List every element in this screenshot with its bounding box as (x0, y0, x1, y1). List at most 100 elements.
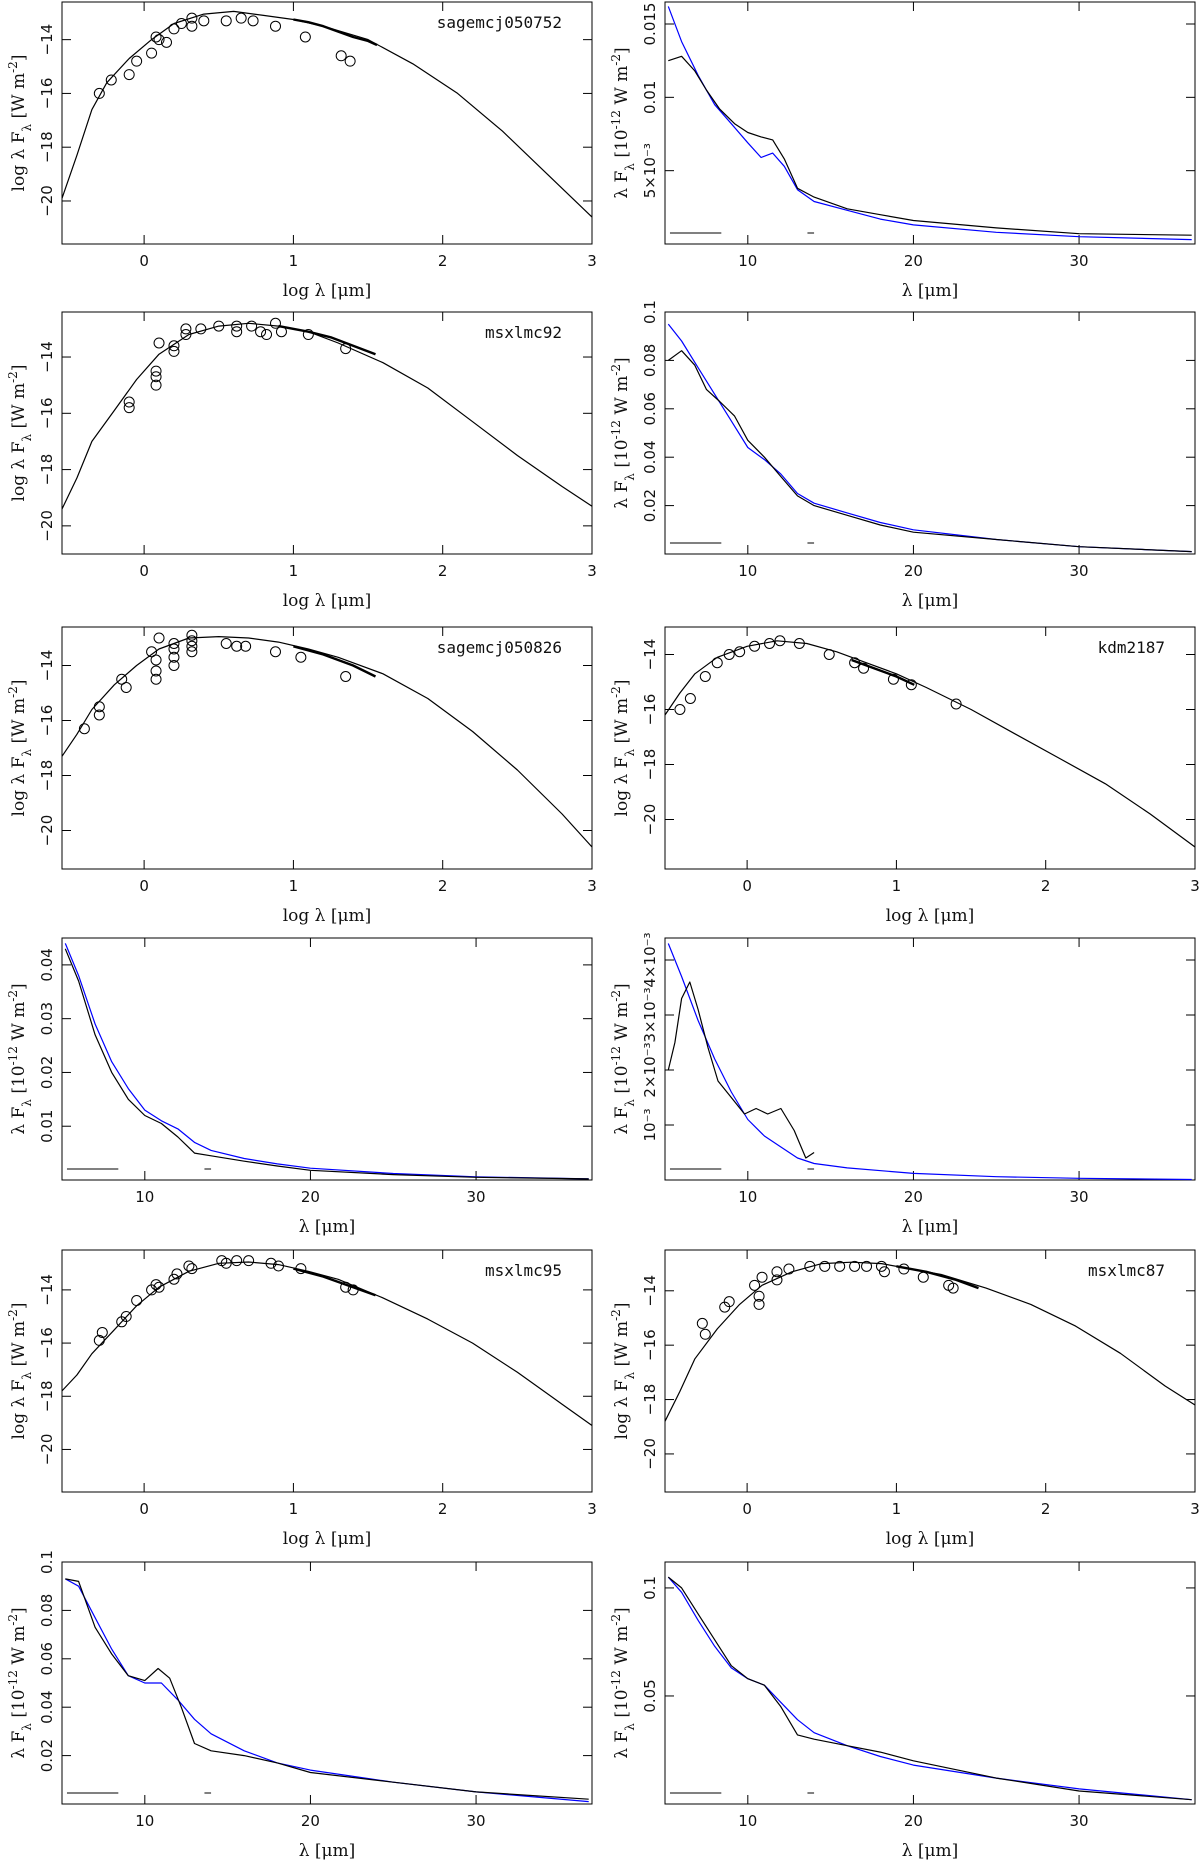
series-model (664, 640, 1196, 848)
photometry-point (186, 635, 198, 647)
x-tick-label: 1 (289, 562, 299, 580)
chart-panel-0: 0 1 2 3 −14 −16 −18 −20 log λ [μm] log λ Fλ [W m-… (6, 1, 597, 301)
plot-frame (61, 937, 593, 1181)
object-label: msxlmc87 (1088, 1261, 1165, 1280)
photometry-point (183, 1260, 195, 1272)
series-spectrum (64, 948, 589, 1180)
photometry-point (696, 1317, 708, 1329)
y-tick-label: −14 (38, 650, 56, 682)
x-tick-label: 3 (1190, 1500, 1200, 1518)
y-axis-label: λ Fλ [10-12 W m-2] (6, 983, 34, 1134)
x-axis-label: log λ [μm] (886, 1529, 975, 1549)
series-model (667, 1576, 1192, 1801)
y-axis-label: log λ Fλ [W m-2] (6, 55, 34, 192)
y-tick-label: −18 (38, 131, 56, 163)
photometry-point (235, 12, 247, 24)
x-tick-label: 2 (1041, 1500, 1051, 1518)
object-label: sagemcj050826 (437, 638, 562, 657)
y-tick-label: −14 (38, 24, 56, 56)
y-axis-label: log λ Fλ [W m-2] (6, 1303, 34, 1440)
series-model (664, 1261, 1196, 1422)
photometry-point (168, 643, 180, 655)
series-spectrum (668, 55, 1192, 236)
photometry-point (684, 693, 696, 704)
photometry-point (93, 1334, 105, 1346)
series-model (667, 323, 1192, 553)
photometry-point (120, 682, 132, 693)
y-tick-label: −18 (641, 749, 659, 781)
y-tick-label: 0.015 (641, 3, 659, 46)
y-tick-label: −20 (38, 185, 56, 217)
photometry-point (340, 671, 352, 682)
photometry-point (150, 665, 162, 677)
x-tick-label: 20 (301, 1812, 320, 1830)
x-axis-label: λ [μm] (902, 1217, 959, 1237)
photometry-point (849, 1260, 861, 1272)
photometry-point (131, 1295, 143, 1307)
series-spectrum (667, 981, 815, 1159)
x-axis-label: λ [μm] (902, 591, 959, 611)
photometry-point (887, 673, 899, 685)
y-axis-label: λ Fλ [10-12 W m-2] (609, 357, 637, 508)
y-tick-label: 0.05 (641, 1679, 659, 1712)
photometry-point (898, 1263, 910, 1275)
x-tick-label: 2 (438, 252, 448, 270)
x-tick-label: 30 (1070, 1812, 1089, 1830)
y-tick-label: 0.02 (38, 1056, 56, 1089)
photometry-point (153, 632, 165, 644)
photometry-point (275, 326, 287, 338)
photometry-point (783, 1263, 795, 1275)
x-axis-label: log λ [μm] (283, 906, 372, 926)
y-tick-label: 0.1 (38, 1550, 56, 1574)
photometry-point (171, 1268, 183, 1280)
x-tick-label: 2 (438, 1500, 448, 1518)
photometry-point (150, 379, 162, 391)
chart-panel-8: 0 1 2 3 −14 −16 −18 −20 log λ [μm] log λ Fλ [W m-… (6, 1249, 597, 1549)
x-tick-label: 3 (587, 562, 597, 580)
photometry-point (93, 709, 105, 721)
y-tick-label: −14 (641, 1275, 659, 1307)
y-tick-label: −18 (38, 454, 56, 486)
x-axis-label: log λ [μm] (283, 1529, 372, 1549)
x-tick-label: 20 (904, 252, 923, 270)
photometry-point (674, 704, 686, 715)
photometry-point (905, 679, 917, 691)
photometry-point (180, 323, 192, 335)
photometry-point (753, 1298, 765, 1310)
plot-frame (61, 1, 593, 245)
photometry-point (150, 31, 162, 43)
photometry-point (93, 701, 105, 713)
y-tick-label: 4×10⁻³ (641, 932, 659, 987)
photometry-point (161, 36, 173, 48)
y-tick-label: −18 (641, 1384, 659, 1416)
y-tick-label: 0.02 (641, 489, 659, 522)
plot-frame (664, 311, 1196, 555)
photometry-point (875, 1260, 887, 1272)
x-tick-label: 10 (135, 1188, 154, 1206)
chart-panel-3: 10 20 30 0.02 0.04 0.06 0.08 0.1 λ [μm] λ Fλ [10-… (609, 300, 1196, 611)
photometry-point (231, 1255, 243, 1267)
x-tick-label: 2 (438, 562, 448, 580)
y-tick-label: 0.04 (38, 948, 56, 981)
photometry-point (749, 1279, 761, 1291)
x-axis-label: λ [μm] (902, 281, 959, 301)
series-model (667, 943, 1192, 1181)
photometry-point (146, 47, 158, 59)
photometry-point (756, 1271, 768, 1283)
x-axis-label: log λ [μm] (283, 591, 372, 611)
x-tick-label: 0 (139, 252, 149, 270)
series-spectrum (65, 1578, 589, 1800)
photometry-point (168, 660, 180, 671)
photometry-point (175, 18, 187, 30)
photometry-point (771, 1274, 783, 1286)
chart-panel-7: 10 20 30 10⁻³ 2×10⁻³3×10⁻³4×10⁻³ λ [μm] λ Fλ [… (609, 932, 1196, 1237)
photometry-point (220, 638, 232, 649)
photometry-point (269, 646, 281, 658)
y-tick-label: −18 (38, 1380, 56, 1412)
photometry-point (231, 326, 243, 338)
photometry-point (861, 1260, 873, 1272)
photometry-point (858, 662, 870, 674)
series-model (65, 1578, 589, 1803)
photometry-point (240, 640, 252, 652)
x-tick-label: 10 (738, 1812, 757, 1830)
